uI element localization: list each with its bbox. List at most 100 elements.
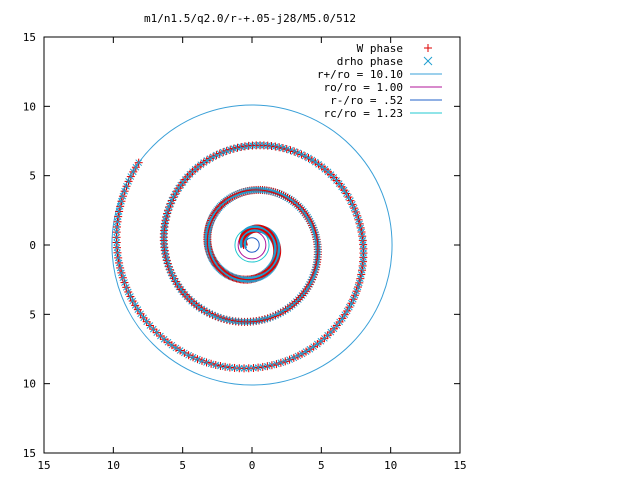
drho-phase-mark (219, 148, 227, 156)
phase-point (347, 299, 356, 308)
drho-phase-mark (172, 278, 179, 285)
drho-phase-mark (356, 220, 364, 228)
drho-phase-mark (163, 257, 171, 264)
x-tick-label: 5 (179, 459, 186, 472)
drho-phase-mark (290, 148, 298, 155)
drho-phase-mark (273, 360, 280, 368)
drho-phase-mark (129, 297, 137, 305)
circle-r (111, 104, 393, 386)
drho-phase-mark (115, 208, 123, 215)
drho-phase-mark (166, 266, 174, 274)
drho-phase-mark (198, 305, 205, 313)
phase-point (112, 233, 121, 242)
drho-phase-mark (157, 332, 164, 340)
drho-phase-mark (206, 310, 213, 317)
drho-phase-mark (189, 353, 197, 361)
phase-point (114, 212, 123, 221)
drho-phase-mark (143, 318, 151, 326)
phase-point (136, 309, 145, 318)
drho-phase-mark (229, 273, 236, 281)
drho-phase-mark (342, 190, 350, 197)
x-tick-label: 10 (384, 459, 397, 472)
drho-phase-mark (223, 147, 231, 155)
drho-phase-mark (301, 152, 309, 160)
phase-point (358, 261, 367, 270)
drho-phase-mark (134, 306, 142, 313)
drho-phase-mark (223, 316, 231, 324)
drho-phase-mark (168, 341, 176, 349)
phase-point (129, 167, 138, 176)
drho-phase-mark (315, 161, 322, 168)
drho-phase-mark (113, 223, 121, 231)
phase-point (134, 158, 143, 167)
drho-phase-mark (298, 151, 305, 158)
drho-phase-mark (175, 283, 183, 291)
drho-phase-mark (164, 260, 172, 267)
phase-point (139, 313, 148, 322)
drho-phase-mark (281, 357, 289, 365)
phase-point (313, 340, 322, 349)
drho-phase-mark (216, 150, 224, 157)
drho-phase-mark (308, 156, 316, 164)
x-tick-label: 5 (318, 459, 325, 472)
drho-phase-mark (129, 168, 137, 176)
drho-phase-mark (172, 344, 180, 352)
drho-phase-mark (338, 315, 346, 322)
drho-phase-mark (355, 216, 362, 224)
drho-phase-mark (113, 244, 121, 252)
phase-point (309, 342, 318, 351)
drho-phase-mark (209, 255, 216, 263)
drho-phase-mark (312, 263, 320, 271)
phase-point (351, 207, 360, 216)
phase-point (282, 145, 291, 154)
drho-phase-mark (268, 142, 275, 150)
drho-phase-mark (121, 279, 128, 286)
drho-phase-mark (338, 183, 346, 191)
drho-phase-mark (245, 364, 253, 372)
drho-phase-mark (124, 288, 132, 296)
legend-label: drho phase (337, 55, 403, 68)
phase-point (115, 207, 124, 216)
drho-phase-mark (161, 250, 169, 258)
drho-phase-mark (229, 317, 237, 325)
chart-title: m1/n1.5/q2.0/r-+.05-j28/M5.0/512 (144, 12, 356, 25)
phase-point (358, 232, 367, 241)
drho-phase-mark (349, 200, 356, 208)
phase-point (301, 152, 310, 161)
phase-point (116, 263, 125, 272)
drho-phase-mark (170, 275, 178, 282)
drho-phase-mark (250, 364, 257, 372)
drho-phase-mark (279, 144, 287, 152)
phase-point (118, 273, 127, 282)
y-tick-label: 15 (23, 31, 36, 44)
drho-phase-mark (160, 335, 168, 343)
drho-phase-mark (203, 308, 211, 316)
drho-phase-mark (208, 254, 215, 261)
drho-phase-mark (214, 313, 222, 321)
legend-label: ro/ro = 1.00 (324, 81, 403, 94)
phase-point (113, 243, 121, 252)
drho-phase-mark (167, 269, 175, 277)
drho-phase-mark (113, 228, 121, 236)
phase-point (112, 228, 121, 237)
phase-point (171, 343, 180, 352)
y-tick-label: 5 (29, 170, 36, 183)
drho-phase-mark (118, 197, 125, 205)
x-tick-label: 0 (249, 459, 256, 472)
phase-point (133, 305, 142, 314)
drho-phase-mark (180, 349, 188, 357)
drho-phase-mark (113, 233, 120, 241)
drho-phase-mark (357, 271, 365, 278)
phase-point (163, 338, 172, 347)
drho-phase-mark (220, 315, 228, 323)
drho-phase-mark (272, 143, 279, 150)
drho-phase-mark (153, 329, 161, 337)
drho-phase-mark (198, 357, 206, 365)
drho-phase-mark (116, 264, 124, 272)
drho-phase-mark (354, 283, 362, 291)
drho-phase-mark (164, 338, 172, 346)
legend-label: W phase (357, 42, 403, 55)
phase-point (278, 144, 287, 153)
drho-phase-mark (114, 213, 122, 220)
phase-point (355, 278, 364, 287)
